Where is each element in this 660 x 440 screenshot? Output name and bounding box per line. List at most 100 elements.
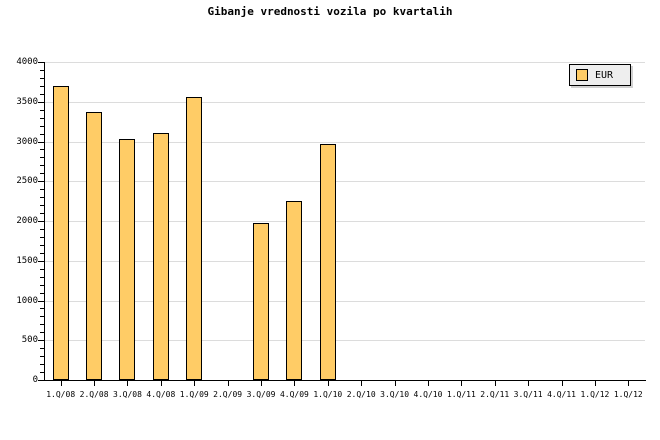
y-axis-minor-tick [40, 77, 44, 79]
bar[interactable] [86, 112, 103, 380]
bar[interactable] [286, 201, 303, 380]
x-axis-tick-label: 1.Q/11 [446, 390, 476, 399]
x-axis-tick-label: 1.Q/08 [46, 390, 76, 399]
bar[interactable] [152, 132, 169, 380]
y-axis-tick-label: 3500 [16, 96, 38, 107]
y-axis-tick [38, 141, 44, 143]
y-axis-minor-tick [40, 316, 44, 318]
y-axis-tick [38, 101, 44, 103]
gridline [44, 340, 645, 342]
y-axis-minor-tick [40, 157, 44, 159]
x-axis-tick [528, 381, 530, 386]
y-axis-tick [38, 181, 44, 183]
x-axis-tick [427, 381, 429, 386]
y-axis-tick-label: 4000 [16, 57, 38, 67]
x-axis-tick-label: 3.Q/09 [246, 390, 276, 399]
gridline [44, 260, 645, 262]
bar[interactable] [119, 139, 136, 380]
x-axis-tick [127, 381, 129, 386]
x-axis-tick-label: 3.Q/10 [380, 390, 410, 399]
legend[interactable]: EUR [569, 64, 631, 86]
gridline [44, 101, 645, 103]
x-axis-tick-label: 4.Q/10 [413, 390, 443, 399]
legend-label-eur: EUR [595, 69, 614, 81]
x-axis-tick [227, 381, 229, 386]
y-axis-minor-tick [40, 109, 44, 111]
y-axis-minor-tick [40, 173, 44, 175]
y-axis-minor-tick [40, 149, 44, 151]
y-axis-minor-tick [40, 213, 44, 215]
y-axis-minor-tick [40, 244, 44, 246]
y-axis-tick [38, 221, 44, 222]
y-axis-tick-label: 0 [32, 375, 38, 385]
y-axis-minor-tick [40, 268, 44, 270]
x-axis-line [44, 380, 646, 381]
y-axis-line [44, 62, 45, 381]
y-axis-tick-label: 2000 [16, 216, 38, 226]
x-axis-tick-label: 3.Q/11 [513, 390, 543, 399]
y-axis-minor-tick [40, 284, 44, 286]
y-axis-minor-tick [40, 197, 44, 199]
gridline [44, 181, 645, 183]
x-axis-tick-label: 1.Q/09 [179, 390, 209, 399]
bar[interactable] [52, 85, 69, 380]
x-axis-tick-label: 1.Q/12 [613, 390, 643, 399]
y-axis-minor-tick [40, 117, 44, 119]
legend-swatch-eur [576, 69, 588, 81]
bar[interactable] [186, 96, 203, 380]
y-axis-tick-label: 1500 [16, 255, 38, 266]
x-axis-tick [60, 381, 62, 386]
y-axis-minor-tick [40, 125, 44, 127]
y-axis-minor-tick [40, 85, 44, 87]
y-axis-tick [38, 260, 44, 262]
x-axis-tick-label: 1.Q/12 [580, 390, 610, 399]
x-axis-tick-label: 2.Q/08 [79, 390, 109, 399]
x-axis-tick-label: 2.Q/09 [213, 390, 243, 399]
x-axis-tick-label: 3.Q/08 [113, 390, 142, 399]
x-axis-tick [394, 381, 396, 386]
x-axis-tick-label: 2.Q/11 [480, 390, 510, 399]
plot-area [44, 62, 645, 380]
y-axis-tick [38, 62, 44, 63]
y-axis-minor-tick [40, 292, 44, 294]
y-axis-minor-tick [40, 324, 44, 326]
x-axis-tick [494, 381, 496, 386]
x-axis-tick [461, 381, 463, 386]
y-axis-tick-label: 500 [21, 335, 38, 346]
y-axis-labels: 0 500 1000 1500 2000 2500 3000 3500 4000 [0, 0, 38, 440]
y-axis-minor-tick [40, 205, 44, 207]
y-axis-tick [38, 340, 44, 342]
bar[interactable] [253, 222, 270, 380]
x-axis-tick-label: 4.Q/08 [146, 390, 176, 399]
x-axis-tick [628, 381, 630, 386]
x-axis-tick [294, 381, 296, 386]
y-axis-minor-tick [40, 165, 44, 167]
y-axis-minor-tick [40, 372, 44, 374]
y-axis-tick-label: 3000 [16, 136, 38, 147]
x-axis-tick [327, 381, 329, 386]
x-axis-tick [194, 381, 196, 386]
gridline [44, 62, 645, 63]
y-axis-minor-tick [40, 93, 44, 95]
y-axis-tick-label: 2500 [16, 176, 38, 187]
x-axis-tick-label: 1.Q/10 [313, 390, 343, 399]
y-axis-minor-tick [40, 133, 44, 135]
y-axis-minor-tick [40, 228, 44, 230]
y-axis-minor-tick [40, 252, 44, 254]
x-axis-tick-label: 4.Q/09 [279, 390, 309, 399]
y-axis-minor-tick [40, 276, 44, 278]
y-axis-tick [38, 380, 44, 381]
gridline [44, 300, 645, 302]
x-axis-tick [261, 381, 263, 386]
x-axis-tick-label: 4.Q/11 [547, 390, 576, 399]
gridline [44, 141, 645, 143]
bar[interactable] [319, 143, 336, 380]
y-axis-minor-tick [40, 69, 44, 71]
y-axis-minor-tick [40, 356, 44, 358]
x-axis-tick [561, 381, 563, 386]
gridline [44, 221, 645, 222]
y-axis-minor-tick [40, 364, 44, 366]
x-axis-tick [594, 381, 596, 386]
y-axis-tick [38, 300, 44, 302]
